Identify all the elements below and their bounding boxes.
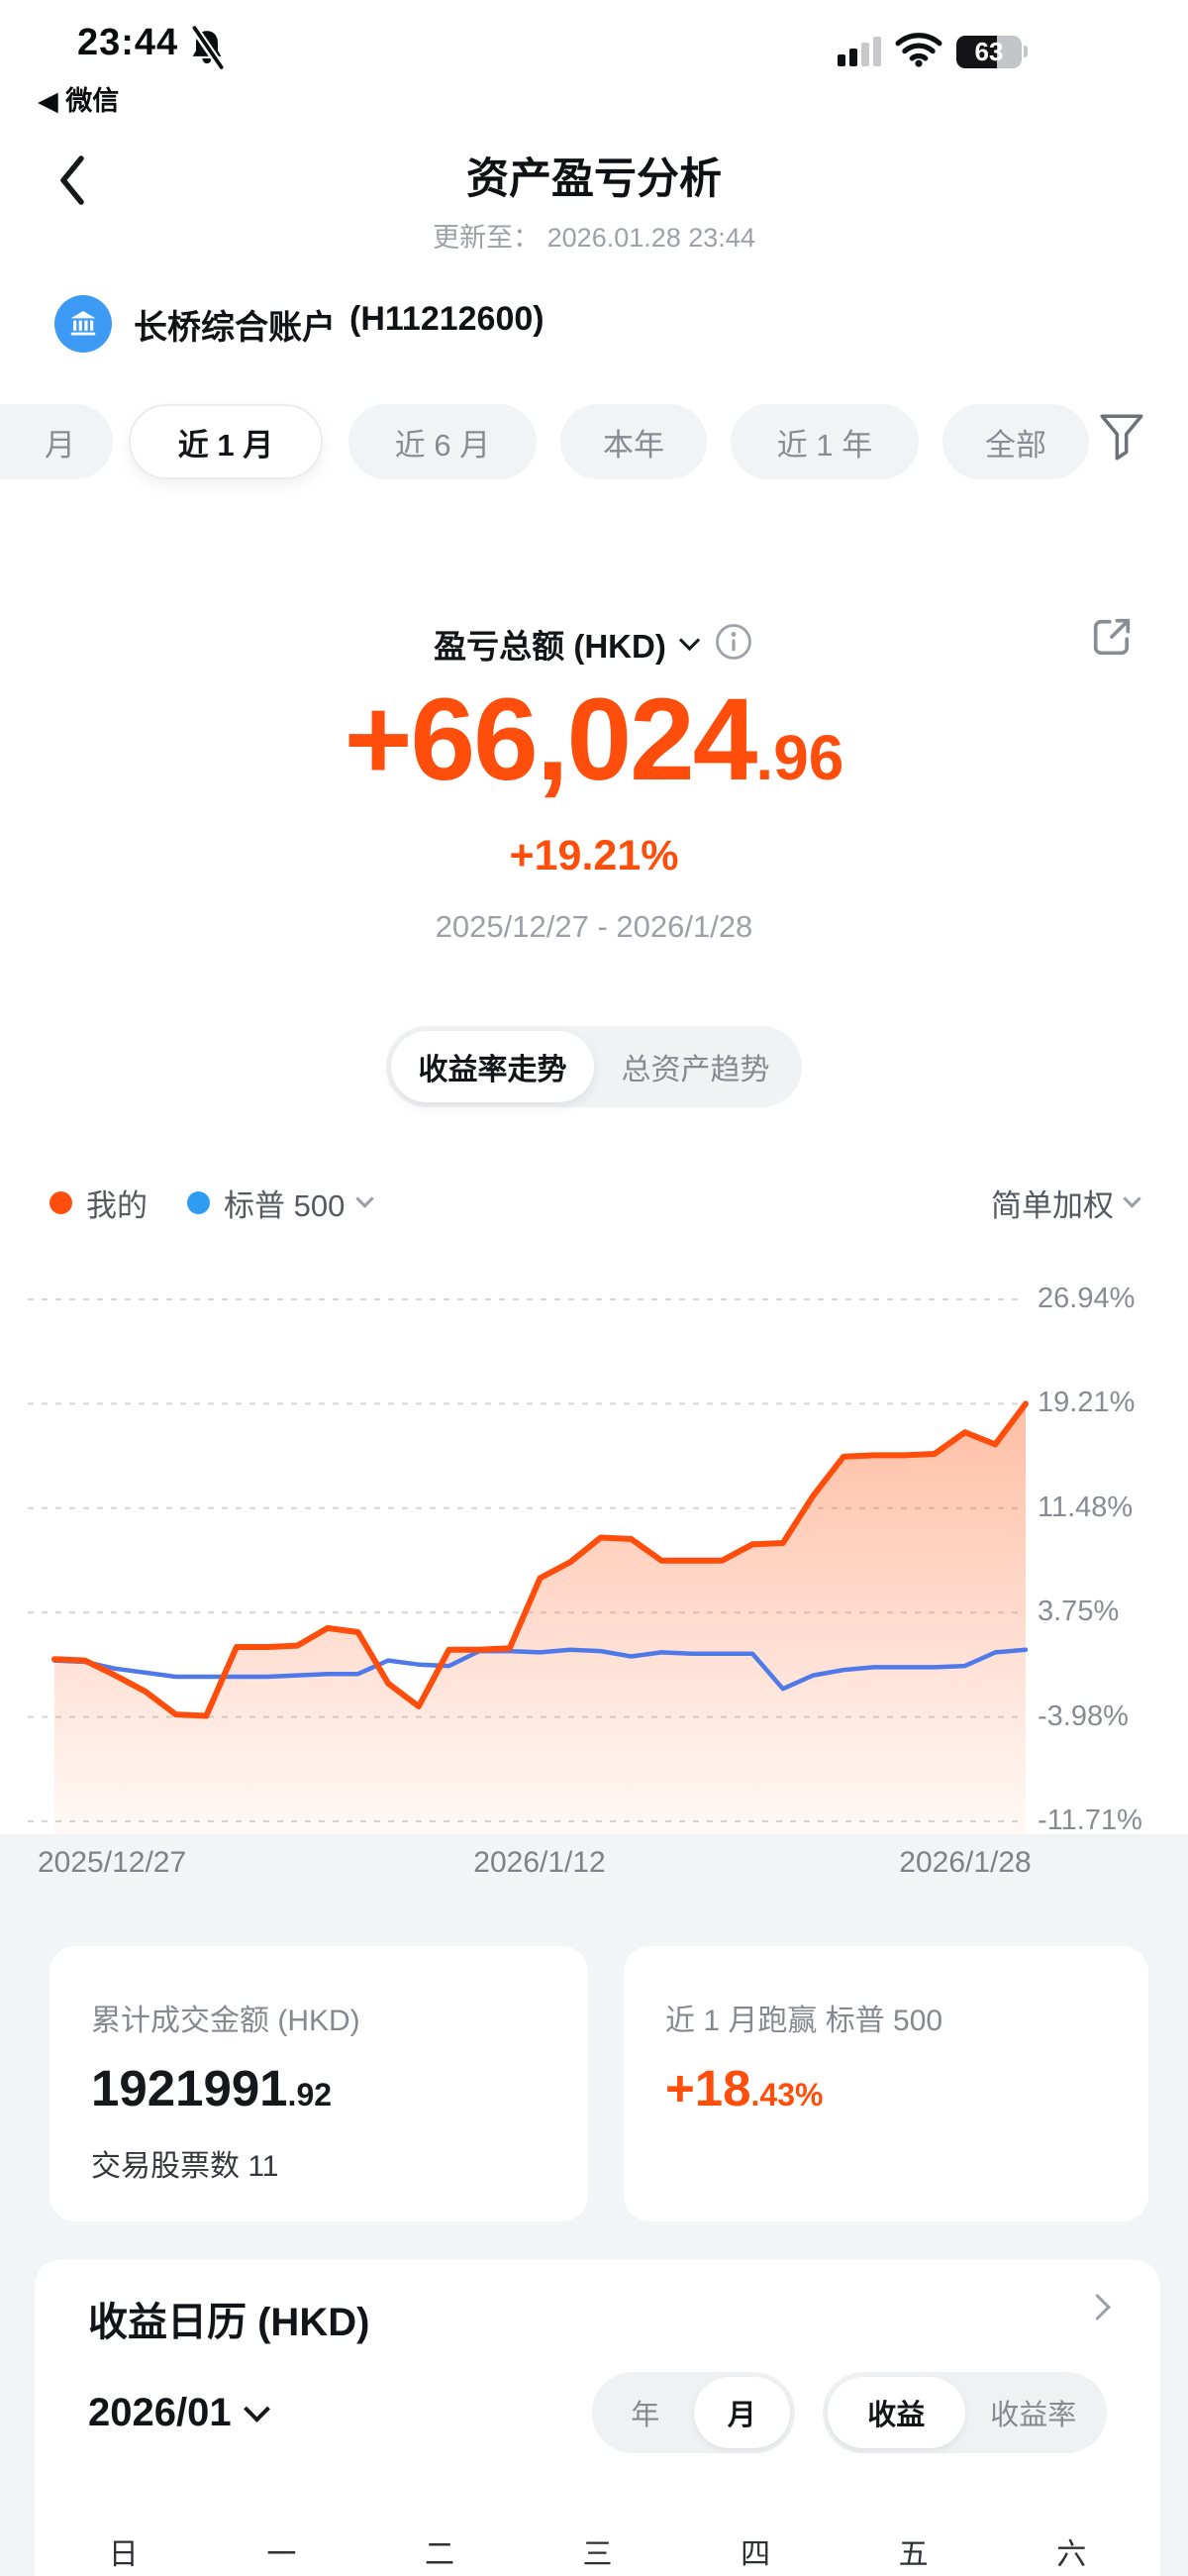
chevron-down-icon [355, 1188, 375, 1208]
outperform-value: +18.43% [665, 2063, 1107, 2113]
card-outperform: 近 1 月跑赢 标普 500 +18.43% [624, 1946, 1148, 2221]
pnl-amount-main: +66,024 [344, 674, 758, 805]
tab-period-partial[interactable]: 月 [0, 404, 113, 479]
ytick-label: 11.48% [1038, 1492, 1134, 1523]
weekday-header: 日 一 二 三 四 五 六 [45, 2529, 1150, 2573]
tab-period-1y[interactable]: 近 1 年 [731, 404, 919, 479]
outperform-value-main: +18 [665, 2060, 751, 2116]
turnover-value-main: 1921991 [91, 2060, 288, 2116]
legend-mine: 我的 [50, 1181, 148, 1225]
toggle-year-month: 年 月 [592, 2372, 795, 2453]
turnover-value-decimals: .92 [287, 2077, 333, 2112]
weekday-mon: 一 [266, 2538, 297, 2571]
weekday-thu: 四 [741, 2538, 771, 2571]
legend-mine-label: 我的 [86, 1187, 148, 1223]
card-turnover: 累计成交金额 (HKD) 1921991.92 交易股票数 11 [50, 1946, 588, 2221]
chevron-down-icon [243, 2396, 270, 2422]
tab-income-rate[interactable]: 收益率 [990, 2400, 1077, 2431]
weekday-tue: 二 [424, 2538, 454, 2571]
return-to-app[interactable]: ◀ 微信 [38, 86, 120, 116]
share-icon[interactable] [1087, 612, 1137, 667]
trend-chart[interactable]: 26.94% 19.21% 11.48% 3.75% -3.98% -11.71… [0, 1240, 1188, 1894]
ytick-label: 3.75% [1038, 1596, 1120, 1627]
chevron-down-icon [1123, 1188, 1141, 1208]
tab-period-ytd[interactable]: 本年 [560, 404, 707, 479]
weekday-sun: 日 [108, 2538, 139, 2571]
pnl-label[interactable]: 盈亏总额 (HKD) [434, 628, 666, 665]
weekday-fri: 五 [898, 2538, 929, 2571]
ytick-label: 19.21% [1038, 1387, 1136, 1418]
chevron-down-icon [678, 629, 700, 651]
mine-area-fill [54, 1403, 1026, 1834]
xaxis-label-mid: 2026/1/12 [473, 1846, 606, 1879]
update-time: 更新至： 2026.01.28 23:44 [433, 223, 755, 253]
calendar-card: 收益日历 (HKD) 2026/01 年 月 收益 收益率 日 一 二 三 四 … [35, 2260, 1160, 2576]
pnl-header-row: 盈亏总额 (HKD) [0, 620, 1188, 668]
pnl-amount-decimals: .96 [755, 722, 844, 793]
trend-toggle: 收益率走势 总资产趋势 [386, 1026, 802, 1107]
info-icon[interactable] [713, 621, 754, 668]
calendar-title: 收益日历 (HKD) [88, 2301, 370, 2344]
benchmark-dot-icon [187, 1190, 210, 1214]
tab-month[interactable]: 月 [693, 2377, 790, 2448]
toggle-income-metric: 收益 收益率 [823, 2372, 1107, 2453]
weighting-label: 简单加权 [991, 1187, 1114, 1223]
bank-icon [54, 295, 112, 353]
month-selector[interactable]: 2026/01 [88, 2391, 270, 2435]
status-time: 23:44 [77, 22, 179, 63]
pnl-percent: +19.21% [509, 832, 679, 879]
ytick-label: -3.98% [1038, 1700, 1129, 1732]
turnover-label: 累计成交金额 (HKD) [91, 2005, 360, 2037]
ytick-label: 26.94% [1038, 1283, 1136, 1314]
xaxis-label-start: 2025/12/27 [38, 1846, 187, 1879]
pnl-amount: +66,024.96 [0, 681, 1188, 798]
mine-dot-icon [50, 1190, 72, 1214]
status-icons: 63 [838, 30, 1028, 73]
xaxis-label-end: 2026/1/28 [899, 1846, 1032, 1879]
turnover-value: 1921991.92 [91, 2063, 546, 2113]
signal-icon [838, 37, 881, 66]
weekday-sat: 六 [1056, 2538, 1087, 2571]
tab-return-trend[interactable]: 收益率走势 [391, 1031, 594, 1102]
month-label: 2026/01 [88, 2391, 232, 2434]
chart-legend: 我的 标普 500 简单加权 [50, 1179, 1141, 1226]
account-id: (H11212600) [349, 299, 544, 338]
tab-period-all[interactable]: 全部 [942, 404, 1089, 479]
wifi-icon [895, 32, 942, 72]
weighting-selector[interactable]: 简单加权 [991, 1181, 1141, 1225]
page-title: 资产盈亏分析 [466, 155, 722, 203]
benchmark-line [51, 1647, 1029, 1692]
outperform-label: 近 1 月跑赢 标普 500 [665, 2005, 943, 2037]
legend-benchmark-label: 标普 500 [224, 1187, 346, 1223]
pnl-date-range: 2025/12/27 - 2026/1/28 [435, 909, 753, 944]
tab-period-1m[interactable]: 近 1 月 [129, 404, 323, 479]
traded-stocks-count: 交易股票数 11 [91, 2150, 279, 2183]
back-button[interactable] [51, 151, 95, 210]
mine-line [51, 1400, 1029, 1719]
battery-indicator: 63 [956, 35, 1028, 68]
legend-benchmark[interactable]: 标普 500 [187, 1181, 375, 1225]
calendar-open-button[interactable] [1084, 2294, 1111, 2321]
battery-percent: 63 [974, 36, 1004, 66]
weekday-wed: 三 [582, 2538, 613, 2571]
tab-asset-trend[interactable]: 总资产趋势 [621, 1054, 770, 1086]
account-selector[interactable]: 长桥综合账户 (H11212600) [54, 295, 544, 353]
account-name: 长桥综合账户 [134, 308, 336, 347]
filter-icon[interactable] [1097, 410, 1146, 468]
outperform-value-decimals: .43% [750, 2077, 824, 2112]
tab-income[interactable]: 收益 [828, 2377, 965, 2448]
tab-period-6m[interactable]: 近 6 月 [348, 404, 537, 479]
mute-bell-icon [188, 24, 226, 74]
ytick-label: -11.71% [1038, 1804, 1142, 1836]
tab-year[interactable]: 年 [631, 2400, 660, 2431]
